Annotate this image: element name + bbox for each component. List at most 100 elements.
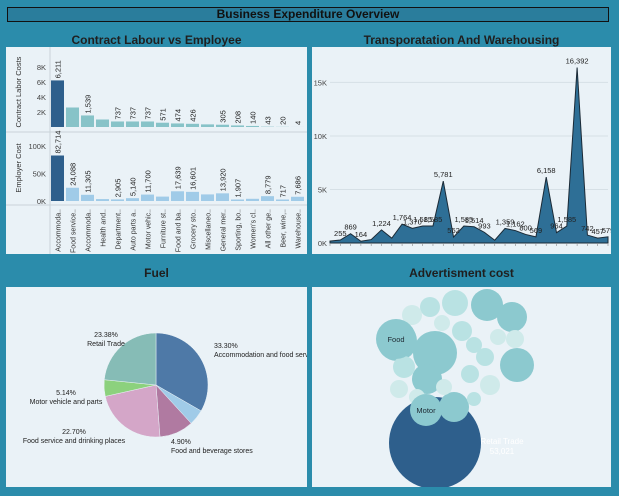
- point-label: 5,781: [434, 170, 453, 179]
- bar-label: 305: [219, 110, 228, 123]
- pie-slice: [103, 332, 157, 386]
- contract-title: Contract Labour vs Employee: [71, 33, 242, 47]
- y-tick-label: 10K: [314, 132, 327, 141]
- bubble: [452, 321, 472, 341]
- x-tick-label: Food service..: [71, 209, 78, 253]
- point-label: 6,158: [537, 166, 556, 175]
- x-tick-label: General mer..: [221, 209, 228, 251]
- point-label: 1,224: [372, 219, 391, 228]
- bubble: [490, 329, 506, 345]
- x-tick-label: Department..: [116, 209, 123, 250]
- point-label: 1,585: [454, 215, 473, 224]
- bar-employer: [141, 194, 154, 201]
- bar-label: 6,211: [54, 60, 63, 78]
- contract-panel: 8K 6K 4K 2K Contract Labor Costs 6,211 1,539 73…: [6, 47, 307, 254]
- y-tick-label: 2K: [37, 108, 46, 117]
- bar-label: 2,905: [114, 179, 123, 198]
- y-axis-label: Employer Cost: [14, 142, 23, 192]
- point-label: 1,162: [506, 220, 525, 229]
- x-tick-label: Furniture st..: [161, 209, 168, 248]
- x-tick-label: Beer, wine,..: [281, 209, 288, 248]
- bar-label: 11,305: [84, 170, 93, 192]
- bubble: [434, 315, 450, 331]
- slice-pct: 23.38%: [94, 332, 118, 339]
- bar-employer: [291, 196, 304, 201]
- bar-label: 16,601: [189, 167, 198, 190]
- point-label: 164: [355, 230, 368, 239]
- fuel-chart: 33.30% Accommodation and food services 4.9…: [23, 332, 307, 455]
- bubble: [500, 348, 534, 382]
- bubble-value: 53,021: [490, 447, 515, 456]
- x-tick-label: Auto parts a..: [131, 209, 138, 251]
- transport-chart: 15K10K5K0K2558691641,2241,7641,3701,5851…: [314, 57, 611, 248]
- point-label: 579: [602, 226, 611, 235]
- bar-contract: [111, 121, 124, 127]
- y-tick-label: 100K: [28, 142, 46, 151]
- area-series: [329, 67, 609, 244]
- advert-title: Advertisment cost: [409, 266, 514, 280]
- bar-label: 717: [279, 185, 288, 198]
- bar-employer: [246, 198, 259, 201]
- bar-employer: [231, 199, 244, 201]
- point-label: 1,370: [403, 217, 422, 226]
- bar-label: 737: [114, 107, 123, 120]
- bar-label: 11,700: [144, 170, 153, 192]
- y-tick-label: 8K: [37, 63, 46, 72]
- y-tick-label: 50K: [33, 170, 46, 179]
- bubble: [402, 305, 422, 325]
- point-label: 1,585: [413, 215, 432, 224]
- bar-label: 17,639: [174, 166, 183, 189]
- bar-contract: [126, 121, 139, 127]
- point-label: 1,585: [557, 215, 576, 224]
- bar-label: 737: [129, 107, 138, 120]
- bubble: [466, 337, 482, 353]
- bar-label: 474: [174, 109, 183, 122]
- bubble-label: Food: [387, 335, 404, 344]
- point-label: 255: [334, 229, 347, 238]
- bar-label: 13,920: [219, 168, 228, 191]
- bar-contract: [231, 125, 244, 127]
- pie-slice: [155, 332, 209, 412]
- slice-label: Food and beverage stores: [171, 448, 253, 455]
- bubble: [439, 392, 469, 422]
- slice-label: Food service and drinking places: [23, 438, 126, 445]
- bubble: [497, 302, 527, 332]
- bar-contract: [141, 121, 154, 127]
- y-tick-label: 4K: [37, 93, 46, 102]
- bar-employer: [216, 193, 229, 201]
- point-label: 1,585: [424, 215, 443, 224]
- point-label: 742: [581, 224, 594, 233]
- slice-pct: 22.70%: [62, 429, 86, 436]
- bar-contract: [201, 124, 214, 127]
- bubble: [420, 297, 440, 317]
- bubble: [442, 290, 468, 316]
- bar-contract: [171, 123, 184, 127]
- slice-label: Accommodation and food services: [214, 352, 307, 359]
- point-label: 993: [478, 221, 491, 230]
- y-tick-label: 6K: [37, 78, 46, 87]
- y-axis-label: Contract Labor Costs: [14, 56, 23, 127]
- bar-employer: [201, 194, 214, 201]
- x-tick-label: Grocery sto..: [191, 209, 198, 249]
- bubble: [476, 348, 494, 366]
- bubble: [412, 364, 442, 394]
- pie-slice: [104, 384, 161, 438]
- x-tick-label: Miscellaneo..: [206, 209, 213, 250]
- point-label: 964: [550, 222, 563, 231]
- bar-employer: [96, 199, 109, 201]
- bubble: [480, 375, 500, 395]
- bar-label: 1,539: [84, 95, 93, 114]
- bar-employer: [171, 191, 184, 201]
- bar-employer: [186, 191, 199, 201]
- advert-panel: Food Motor Retail Trade 53,021: [312, 287, 611, 487]
- bar-contract: [96, 119, 109, 127]
- bar-contract: [51, 80, 64, 127]
- transport-panel: 15K 10K 5K 0K 255 869 164 1,224 1,764 1,370 1,585 1…: [312, 47, 611, 254]
- x-tick-label: All other ge..: [266, 209, 273, 248]
- y-tick-label: 15K: [314, 78, 327, 87]
- point-label: 457: [591, 227, 604, 236]
- slice-pct: 5.14%: [56, 390, 76, 397]
- bar-label: 20: [279, 117, 288, 125]
- x-tick-label: Women's cl..: [251, 209, 258, 249]
